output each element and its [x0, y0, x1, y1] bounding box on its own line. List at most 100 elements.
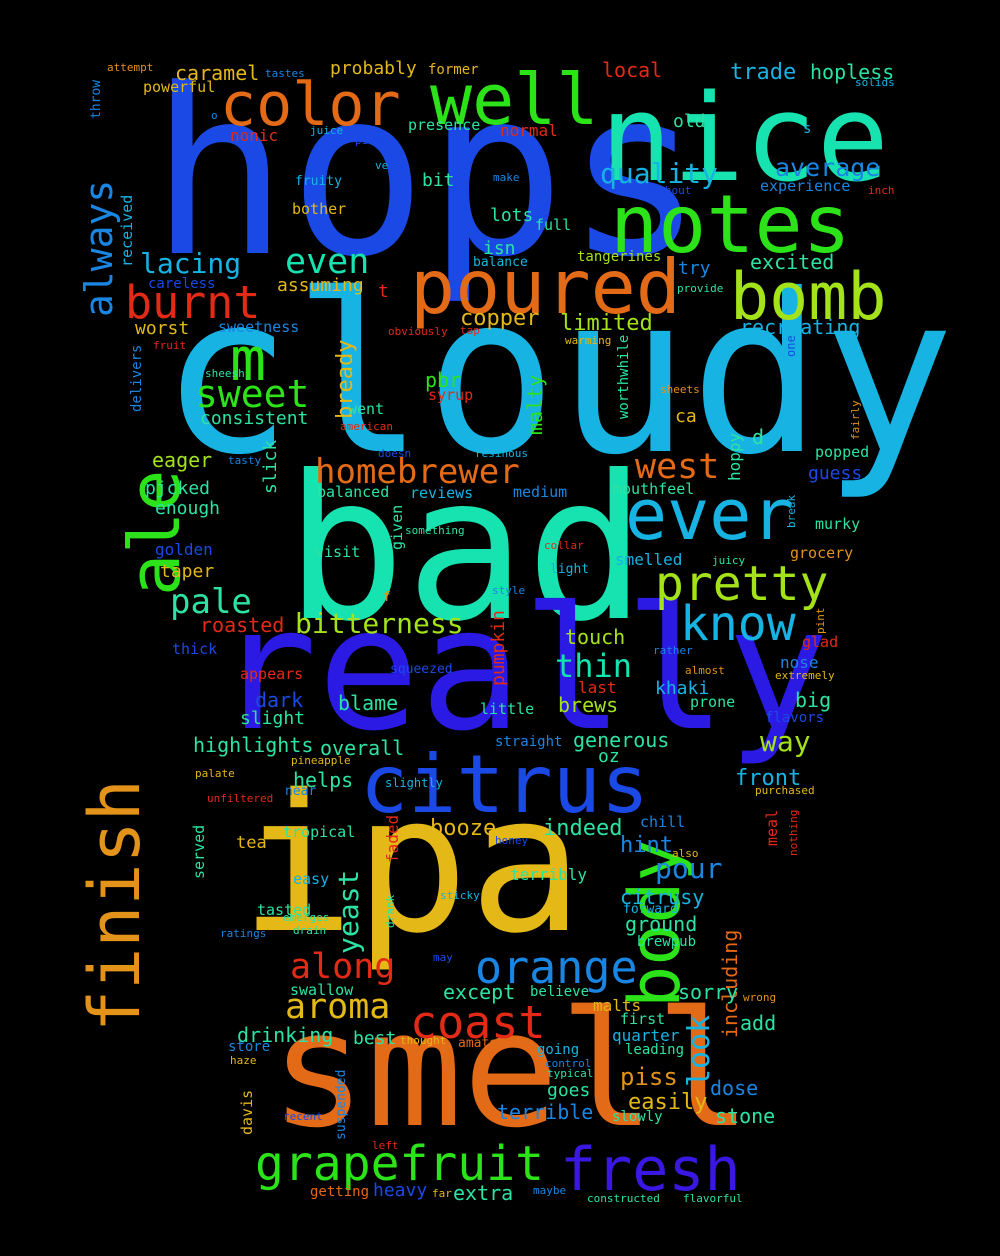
word-drain: drain — [293, 924, 327, 937]
word-ground: ground — [625, 912, 698, 936]
word-warming: warming — [565, 334, 612, 347]
word-sticky: sticky — [440, 889, 480, 902]
word-wrong: wrong — [743, 991, 777, 1004]
word-attempt: attempt — [107, 61, 154, 74]
word-worst: worst — [135, 318, 190, 339]
word-emerges: emerges — [283, 911, 330, 924]
word-smelled: smelled — [615, 550, 683, 569]
word-squeezed: squeezed — [390, 662, 453, 677]
word-t: t — [378, 281, 389, 302]
word-delivers: delivers — [129, 344, 145, 413]
word-always: always — [77, 179, 121, 317]
word-unfiltered: unfiltered — [207, 792, 274, 805]
word-taper: taper — [160, 561, 215, 582]
word-flavorful: flavorful — [683, 1192, 743, 1205]
word-even: even — [285, 242, 370, 282]
word-sheets: sheets — [660, 383, 700, 396]
word-syrup: syrup — [428, 386, 474, 404]
word-slight: slight — [240, 708, 306, 729]
word-nice: nice — [600, 70, 889, 209]
word-something: something — [405, 524, 465, 537]
word-near: near — [285, 784, 317, 799]
word-rather: rather — [653, 644, 693, 657]
word-f: f — [383, 590, 391, 605]
word-overall: overall — [320, 736, 405, 760]
word-resinous: resinous — [475, 447, 528, 460]
word-color: color — [220, 70, 401, 140]
word-blame: blame — [338, 691, 399, 715]
word-west: west — [635, 447, 720, 487]
word-stone: stone — [715, 1104, 776, 1128]
word-grapefruit: grapefruit — [255, 1136, 544, 1192]
word-easy: easy — [293, 870, 330, 888]
word-piss: piss — [620, 1063, 678, 1091]
word-bother: bother — [292, 200, 347, 218]
word-lacing: lacing — [140, 247, 242, 280]
word-bit: bit — [422, 170, 455, 191]
word-careless: careless — [148, 276, 216, 292]
word-generous: generous — [573, 728, 670, 752]
word-hopless: hopless — [810, 60, 895, 84]
word-easily: easily — [628, 1090, 708, 1115]
word-eager: eager — [152, 448, 213, 472]
word-tropical: tropical — [283, 823, 356, 841]
word-recent: recent — [283, 1110, 323, 1123]
word-thick: thick — [172, 640, 218, 658]
word-malty: malty — [523, 374, 547, 435]
word-tasted: tasted — [257, 901, 312, 919]
word-slick: slick — [260, 439, 281, 494]
word-drinking: drinking — [237, 1023, 334, 1047]
word-slowly: slowly — [612, 1109, 663, 1125]
word-presence: presence — [408, 116, 481, 134]
word-quarter: quarter — [612, 1026, 680, 1045]
word-hint: hint — [620, 833, 673, 858]
word-reviews: reviews — [410, 484, 474, 502]
word-powerful: powerful — [143, 78, 216, 96]
word-probably: probably — [330, 58, 417, 79]
word-throw: throw — [89, 79, 104, 119]
word-khaki: khaki — [655, 678, 710, 699]
word-fruit: fruit — [153, 339, 187, 352]
word-big: big — [795, 688, 832, 712]
word-terribly: terribly — [510, 865, 588, 884]
word-haze: haze — [230, 1054, 257, 1067]
word-well: well — [430, 59, 599, 141]
word-may: may — [433, 951, 453, 964]
word-nothing: nothing — [787, 809, 800, 857]
word-highlights: highlights — [193, 733, 314, 757]
word-palate: palate — [195, 767, 235, 780]
word-swallow: swallow — [290, 981, 354, 999]
word-finish: finish — [74, 779, 156, 1032]
word-add: add — [740, 1011, 777, 1035]
word-excited: excited — [750, 250, 835, 274]
word-suspended: suspended — [334, 1069, 349, 1141]
word-pjcked: pjcked — [145, 478, 211, 499]
word-slightly: slightly — [385, 776, 443, 790]
word-tastes: tastes — [265, 67, 305, 80]
word-davis: davis — [238, 1089, 256, 1135]
word-brews: brews — [558, 693, 619, 717]
word-appears: appears — [240, 665, 304, 683]
word-quality: quality — [600, 157, 719, 190]
word-sweet: sweet — [195, 372, 310, 416]
word-indeed: indeed — [543, 816, 623, 841]
word-front: front — [735, 766, 802, 791]
word-homebrewer: homebrewer — [315, 452, 520, 492]
word-believe: believe — [530, 984, 590, 1000]
word-given: given — [388, 504, 406, 550]
word-balanced: balanced — [317, 483, 390, 501]
word-sweetness: sweetness — [218, 318, 300, 336]
word-inch: inch — [868, 184, 895, 197]
word-average: average — [775, 153, 881, 182]
word-constructed: constructed — [587, 1192, 660, 1205]
word-consistent: consistent — [200, 408, 309, 429]
word-helps: helps — [293, 768, 354, 792]
word-dose: dose — [710, 1076, 759, 1100]
word-ratings: ratings — [220, 927, 267, 940]
word-chill: chill — [640, 813, 686, 831]
word-recreating: recreating — [740, 315, 861, 339]
word-golden: golden — [155, 540, 213, 559]
word-light: light — [550, 562, 590, 577]
word-former: former — [428, 62, 479, 78]
word-malts: malts — [593, 996, 642, 1015]
